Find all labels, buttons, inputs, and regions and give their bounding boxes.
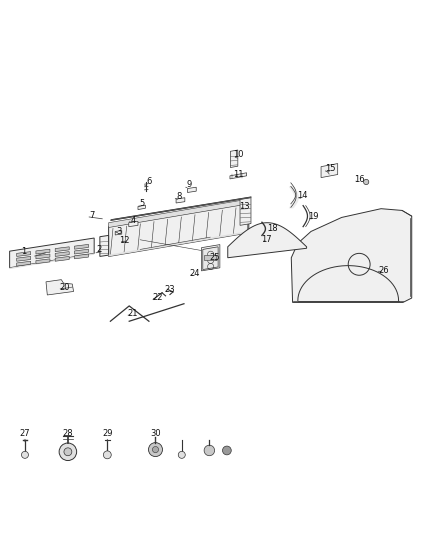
Text: 27: 27 [20, 429, 30, 438]
Text: 18: 18 [267, 224, 278, 233]
Text: 20: 20 [60, 283, 70, 292]
Text: 13: 13 [239, 201, 250, 211]
Polygon shape [46, 280, 74, 295]
Circle shape [364, 179, 369, 184]
Polygon shape [55, 247, 69, 252]
Text: 19: 19 [308, 212, 318, 221]
Polygon shape [228, 223, 307, 258]
Text: 4: 4 [131, 215, 136, 224]
Polygon shape [110, 197, 251, 221]
Polygon shape [10, 238, 94, 268]
Polygon shape [36, 254, 50, 259]
Text: 5: 5 [140, 199, 145, 208]
Circle shape [59, 443, 77, 461]
Text: 9: 9 [187, 180, 192, 189]
FancyBboxPatch shape [204, 255, 216, 260]
Text: 24: 24 [190, 269, 200, 278]
Circle shape [178, 451, 185, 458]
Circle shape [148, 442, 162, 457]
Polygon shape [74, 249, 88, 254]
Circle shape [204, 445, 215, 456]
Polygon shape [138, 205, 145, 209]
Text: 22: 22 [152, 293, 163, 302]
Text: 29: 29 [102, 429, 113, 438]
Text: 28: 28 [63, 429, 73, 438]
Text: 11: 11 [233, 169, 244, 179]
Text: 7: 7 [89, 211, 95, 220]
Text: 25: 25 [209, 253, 220, 262]
Circle shape [223, 446, 231, 455]
Text: 8: 8 [176, 192, 181, 201]
Polygon shape [230, 150, 238, 167]
Text: 3: 3 [117, 227, 122, 236]
Text: 6: 6 [146, 177, 152, 187]
Text: 2: 2 [96, 245, 101, 254]
Circle shape [152, 447, 159, 453]
Polygon shape [36, 259, 50, 264]
Text: 15: 15 [325, 164, 336, 173]
Polygon shape [321, 164, 338, 177]
Text: 1: 1 [21, 247, 27, 256]
Polygon shape [17, 252, 31, 256]
Text: 26: 26 [378, 265, 389, 274]
Text: 16: 16 [354, 175, 364, 184]
Polygon shape [55, 256, 69, 261]
Polygon shape [203, 247, 218, 270]
Polygon shape [100, 236, 109, 256]
Polygon shape [17, 261, 31, 266]
Text: 23: 23 [165, 285, 175, 294]
Polygon shape [36, 249, 50, 254]
Polygon shape [201, 245, 220, 271]
Polygon shape [291, 209, 412, 302]
Polygon shape [109, 199, 249, 228]
Polygon shape [74, 245, 88, 249]
Polygon shape [187, 187, 196, 192]
Polygon shape [240, 198, 251, 225]
Polygon shape [17, 256, 31, 261]
Polygon shape [10, 253, 94, 269]
Text: 14: 14 [297, 191, 307, 200]
Polygon shape [109, 203, 249, 256]
Polygon shape [55, 252, 69, 256]
Text: 30: 30 [150, 429, 161, 438]
Text: 17: 17 [261, 235, 272, 244]
Text: 21: 21 [127, 309, 138, 318]
Polygon shape [230, 173, 247, 179]
Polygon shape [74, 254, 88, 259]
Circle shape [64, 448, 72, 456]
Polygon shape [115, 231, 122, 235]
Circle shape [21, 451, 28, 458]
Polygon shape [176, 198, 185, 203]
Circle shape [103, 451, 111, 459]
Polygon shape [109, 231, 249, 256]
Text: 12: 12 [120, 236, 130, 245]
Text: 10: 10 [233, 150, 244, 159]
Polygon shape [129, 221, 138, 227]
